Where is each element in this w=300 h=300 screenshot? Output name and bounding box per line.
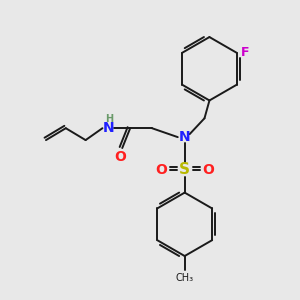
Text: CH₃: CH₃ — [176, 273, 194, 283]
Text: O: O — [155, 163, 167, 177]
Text: H: H — [105, 114, 113, 124]
Text: N: N — [179, 130, 190, 144]
Text: F: F — [241, 46, 249, 59]
Text: O: O — [202, 163, 214, 177]
Text: N: N — [103, 121, 114, 135]
Text: O: O — [114, 150, 126, 164]
Text: S: S — [179, 162, 190, 177]
